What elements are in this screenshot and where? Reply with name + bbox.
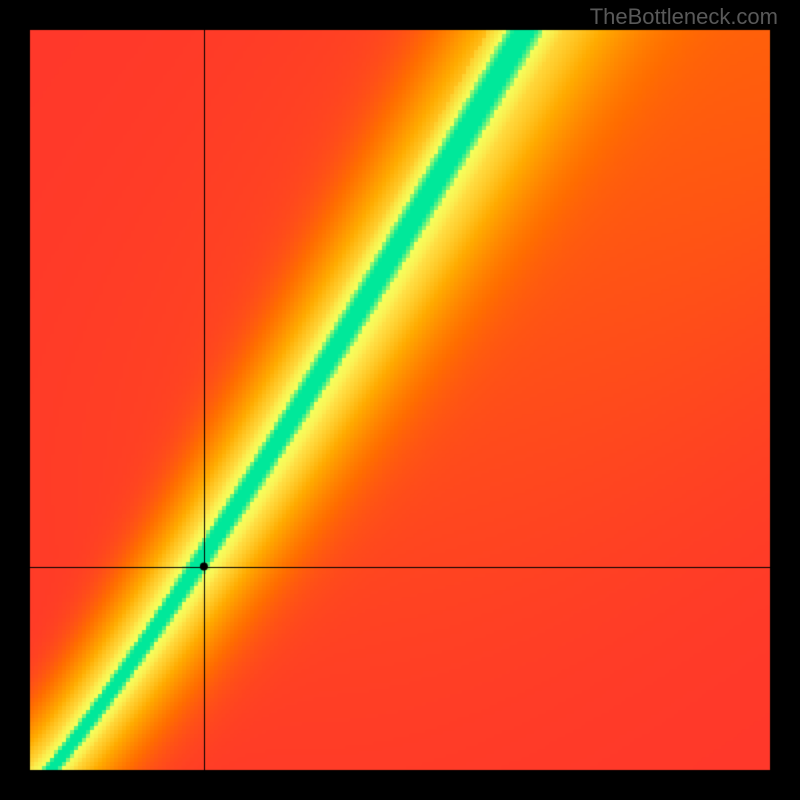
watermark-text: TheBottleneck.com: [590, 4, 778, 30]
chart-container: { "watermark": { "text": "TheBottleneck.…: [0, 0, 800, 800]
bottleneck-heatmap: [0, 0, 800, 800]
